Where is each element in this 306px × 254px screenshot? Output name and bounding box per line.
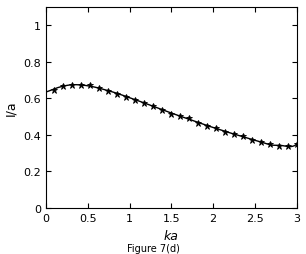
Text: Figure 7(d): Figure 7(d) — [127, 244, 179, 253]
X-axis label: ka: ka — [164, 229, 179, 242]
Y-axis label: I/a: I/a — [5, 100, 18, 116]
